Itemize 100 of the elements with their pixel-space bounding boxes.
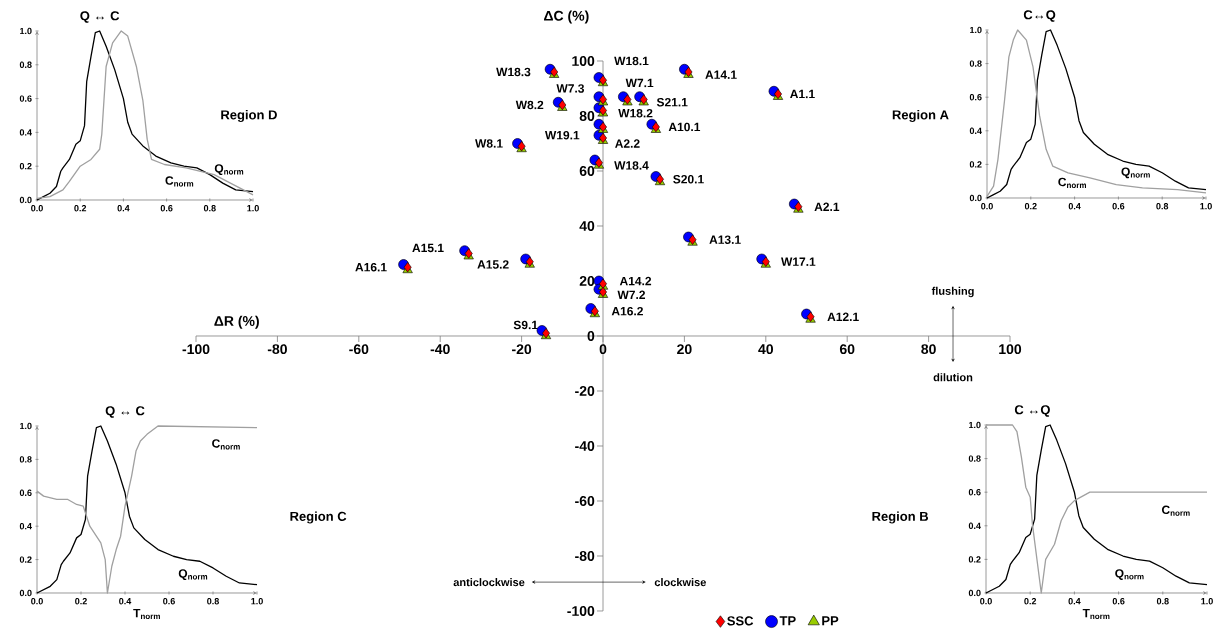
series-label: C$_{norm}$ (212, 439, 240, 450)
annotation: anticlockwise (453, 578, 525, 587)
x-tick-label: 0.0 (31, 598, 43, 605)
series-label: C$_{norm}$ (165, 176, 194, 187)
annotation: Region B (872, 511, 929, 524)
x-tick-label: 0.2 (1024, 598, 1037, 605)
annotation: W18.3 (496, 67, 531, 77)
y-tick-label: 0.6 (19, 489, 32, 496)
x-tick-label: 0.2 (74, 205, 87, 212)
y-tick-label: 0.0 (19, 589, 32, 597)
x-tick-label: -40 (430, 344, 450, 355)
y-tick-label: 0 (587, 331, 595, 341)
x-axis-title: ΔR (%) (214, 315, 259, 329)
y-tick-label: 0.2 (968, 556, 981, 563)
annotation: Region D (221, 109, 277, 123)
x-tick-label: -100 (182, 344, 210, 355)
y-tick-label: 0.0 (969, 194, 982, 202)
y-tick-label: -60 (575, 496, 595, 506)
x-tick-label: 60 (839, 344, 855, 355)
annotation: S21.1 (656, 98, 688, 107)
y-tick-label: 0.6 (968, 489, 981, 496)
annotation: A2.2 (615, 139, 640, 148)
x-tick-label: 40 (758, 344, 774, 355)
y-tick-label: 80 (579, 111, 595, 121)
y-tick-label: 0.4 (19, 129, 32, 136)
x-tick-label: 80 (921, 344, 936, 355)
annotation: A2.1 (814, 202, 840, 211)
chart-title: C↔Q (1023, 10, 1056, 22)
y-tick-label: 20 (579, 276, 595, 286)
y-tick-label: -100 (567, 606, 595, 616)
y-tick-label: 0.8 (19, 456, 32, 463)
annotation: W7.1 (625, 78, 654, 88)
x-tick-label: 0.8 (203, 205, 216, 212)
chart-title: Q ↔ C (105, 406, 145, 418)
y-tick-label: 0.8 (19, 61, 32, 68)
annotation: W8.2 (515, 100, 544, 110)
annotation: W7.2 (617, 290, 646, 299)
y-tick-label: 40 (579, 221, 595, 231)
y-tick-label: 0.4 (19, 523, 32, 530)
x-tick-label: 0.6 (1112, 203, 1125, 210)
x-tick-label: 0.8 (1156, 203, 1169, 210)
x-axis-title: T$_{norm}$ (133, 608, 160, 620)
y-tick-label: 0.2 (19, 163, 32, 170)
y-tick-label: 0.8 (968, 455, 981, 462)
annotation: A15.2 (477, 260, 509, 269)
x-tick-label: 1.0 (1201, 598, 1213, 605)
legend-label: PP (822, 616, 839, 626)
annotation: W19.1 (544, 131, 580, 140)
annotation: A16.2 (611, 306, 643, 316)
y-axis-title: ΔC (%) (544, 10, 589, 24)
annotation: W18.2 (618, 109, 653, 118)
series-label: Q$_{norm}$ (1121, 167, 1150, 179)
x-tick-label: -80 (267, 344, 287, 355)
annotation: dilution (933, 373, 973, 382)
y-tick-label: -20 (575, 386, 595, 396)
x-tick-label: 0.0 (981, 203, 993, 210)
x-tick-label: 100 (999, 344, 1022, 355)
x-axis-title: T$_{norm}$ (1082, 608, 1110, 620)
annotation: W18.1 (614, 56, 649, 66)
x-tick-label: 0.8 (207, 598, 219, 605)
x-tick-label: 0.4 (117, 205, 130, 212)
annotation: A14.1 (705, 70, 737, 79)
annotation: Region A (892, 109, 949, 123)
annotation: W18.4 (614, 161, 649, 170)
x-tick-label: 0.2 (75, 598, 87, 605)
chart-title: C ↔Q (1014, 405, 1050, 417)
annotation: flushing (931, 286, 974, 298)
y-tick-label: 0.8 (969, 60, 982, 67)
annotation: S9.1 (513, 320, 538, 330)
x-tick-label: 0.6 (1112, 598, 1125, 605)
chart-title: Q ↔ C (80, 11, 120, 23)
x-tick-label: 0.6 (163, 598, 175, 605)
annotation: A12.1 (827, 312, 859, 321)
annotation: A13.1 (709, 235, 741, 244)
x-tick-label: 0.0 (31, 205, 43, 212)
y-tick-label: 0.6 (19, 95, 32, 102)
x-tick-label: 1.0 (247, 205, 259, 212)
x-tick-label: 0.4 (119, 598, 132, 605)
x-tick-label: -20 (512, 344, 532, 355)
x-tick-label: 0.8 (1156, 598, 1169, 605)
y-tick-label: 0.2 (19, 556, 32, 563)
series-label: Q$_{norm}$ (1115, 569, 1144, 580)
y-tick-label: 60 (579, 166, 595, 176)
y-tick-label: 100 (572, 56, 595, 66)
annotation: S20.1 (673, 175, 704, 184)
x-tick-label: 0.4 (1068, 203, 1081, 210)
y-tick-label: 0.2 (969, 161, 982, 168)
series-label: Q$_{norm}$ (214, 164, 244, 175)
y-tick-label: 0.4 (969, 127, 982, 134)
x-tick-label: 0 (599, 344, 607, 355)
y-tick-label: 0.6 (969, 94, 982, 101)
y-tick-label: 1.0 (20, 27, 32, 35)
y-tick-label: 1.0 (969, 421, 981, 429)
y-tick-label: -80 (575, 551, 595, 561)
series-label: Q$_{norm}$ (178, 569, 208, 580)
annotation: W8.1 (475, 139, 503, 148)
y-tick-label: 1.0 (970, 26, 982, 34)
annotation: clockwise (654, 578, 706, 587)
x-tick-label: 0.2 (1024, 203, 1037, 210)
annotation: A16.1 (355, 262, 387, 272)
